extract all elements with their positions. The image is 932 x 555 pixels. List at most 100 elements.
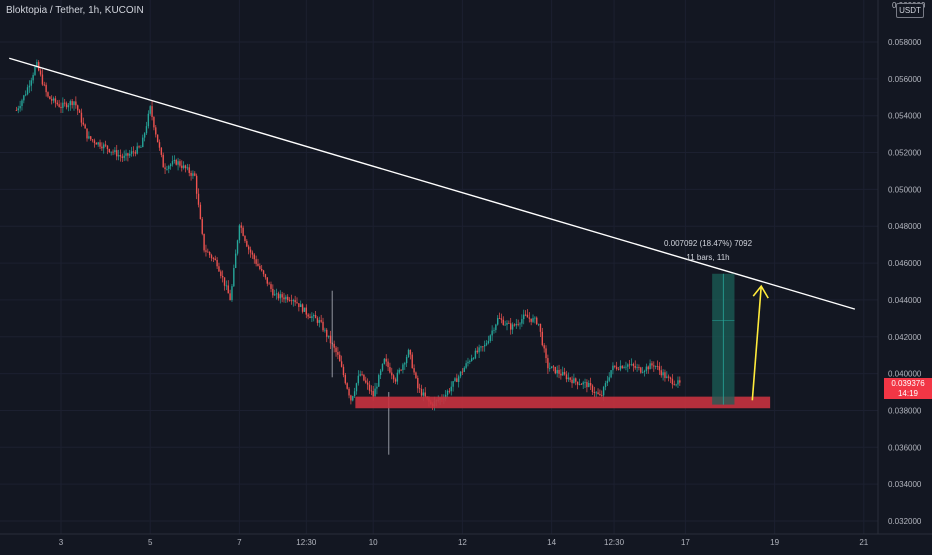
candle-body <box>186 167 189 169</box>
candle-body <box>117 155 120 157</box>
candle-body <box>654 366 657 367</box>
candle-body <box>168 166 170 169</box>
candle-body <box>229 293 231 301</box>
candle-body <box>658 366 661 371</box>
candle-body <box>69 101 71 106</box>
candle-body <box>251 252 254 255</box>
candle-body <box>491 330 493 336</box>
candle-body <box>459 371 462 377</box>
candle-body <box>140 147 142 148</box>
candle-body <box>350 395 352 401</box>
candle-body <box>400 369 402 371</box>
candle-body <box>623 367 625 369</box>
candle-body <box>640 367 642 373</box>
candle-body <box>547 358 549 369</box>
candle-body <box>77 105 79 111</box>
price-tick-label: 0.050000 <box>888 185 922 194</box>
candle-body <box>608 377 610 381</box>
price-tick-label: 0.054000 <box>888 112 922 121</box>
candle-body <box>519 323 521 325</box>
candle-body <box>357 375 360 384</box>
time-tick-label: 10 <box>369 538 378 547</box>
candle-body <box>277 293 280 299</box>
candle-body <box>26 87 29 95</box>
candle-body <box>515 324 517 326</box>
candle-body <box>283 297 285 300</box>
price-tick-label: 0.032000 <box>888 517 922 526</box>
time-tick-label: 5 <box>148 538 153 547</box>
candle-body <box>73 101 75 106</box>
candle-body <box>612 365 614 371</box>
candle-body <box>649 363 651 370</box>
arrow-shaft <box>751 286 763 401</box>
candle-body <box>422 392 425 396</box>
candle-body <box>342 366 345 376</box>
candle-body <box>86 128 88 139</box>
candle-body <box>625 366 627 368</box>
price-tick-label: 0.048000 <box>888 222 922 231</box>
candle-body <box>469 360 471 362</box>
candle-body <box>368 384 371 391</box>
candle-body <box>129 153 131 156</box>
candle-body <box>645 366 648 371</box>
candle-body <box>324 329 326 331</box>
candle-body <box>385 358 387 362</box>
candle-body <box>478 347 480 353</box>
candle-body <box>212 258 215 259</box>
candle-body <box>621 365 623 369</box>
candle-body <box>197 193 200 205</box>
candle-body <box>49 96 51 100</box>
candle-body <box>606 380 609 384</box>
candle-body <box>82 122 84 125</box>
candle-body <box>195 175 198 194</box>
candle-body <box>498 318 501 319</box>
candle-body <box>517 324 519 325</box>
grid-layer <box>0 0 878 534</box>
time-tick-label: 17 <box>681 538 690 547</box>
candle-body <box>662 372 664 376</box>
candle-body <box>279 294 281 299</box>
candle-body <box>452 381 454 387</box>
candle-body <box>145 126 148 134</box>
candle-body <box>214 258 216 260</box>
candle-body <box>80 112 83 123</box>
candle-body <box>528 317 530 319</box>
candle-body <box>359 374 361 376</box>
candle-body <box>164 167 166 170</box>
candle-body <box>536 317 538 325</box>
candle-body <box>15 110 18 111</box>
candle-body <box>162 154 164 168</box>
candle-body <box>181 165 183 168</box>
candle-body <box>619 365 622 370</box>
candle-body <box>610 370 612 378</box>
candle-body <box>47 92 49 97</box>
symbol-title[interactable]: Bloktopia / Tether, 1h, KUCOIN <box>6 5 144 16</box>
candle-body <box>108 149 111 153</box>
candle-body <box>641 372 644 373</box>
candle-body <box>322 321 324 331</box>
candle-body <box>679 380 681 383</box>
candle-body <box>264 274 267 278</box>
candle-body <box>508 322 510 324</box>
candle-body <box>396 372 399 382</box>
candle-body <box>207 251 209 253</box>
candle-body <box>199 204 202 220</box>
price-tick-label: 0.038000 <box>888 406 922 415</box>
candle-body <box>233 268 235 287</box>
candle-body <box>153 117 155 128</box>
candle-body <box>378 375 380 387</box>
candle-body <box>101 146 103 149</box>
candle-body <box>365 380 367 383</box>
candle-body <box>136 146 138 154</box>
time-axis: 3 5 7 12:30 10 12 14 12:30 17 19 21 <box>59 538 869 547</box>
candle-body <box>666 376 668 378</box>
candle-body <box>194 173 196 176</box>
candle-body <box>673 384 675 386</box>
candle-body <box>301 304 304 312</box>
candle-body <box>539 323 542 332</box>
price-tick-label: 0.056000 <box>888 75 922 84</box>
candle-body <box>448 390 451 392</box>
currency-selector[interactable]: USDT <box>896 3 924 18</box>
